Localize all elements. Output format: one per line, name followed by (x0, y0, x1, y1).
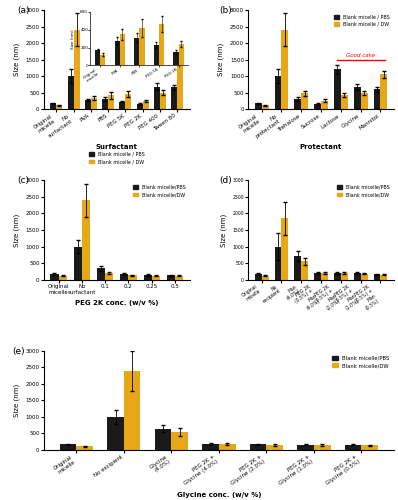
Bar (120, 274, 129, 280)
X-axis label: Glycine conc. (w/v %): Glycine conc. (w/v %) (177, 492, 261, 498)
Bar (144, 275, 152, 280)
Bar (177, 53, 183, 109)
Bar (125, 94, 131, 109)
Bar (345, 444, 361, 450)
Bar (314, 445, 331, 450)
Y-axis label: Size (nm): Size (nm) (14, 43, 20, 76)
Bar (155, 428, 172, 450)
Bar (152, 276, 160, 280)
Bar (321, 101, 328, 109)
Bar (172, 432, 188, 450)
Y-axis label: Size (nm): Size (nm) (220, 214, 227, 246)
Text: (b): (b) (219, 6, 232, 15)
Bar (255, 274, 261, 280)
Bar (380, 274, 387, 280)
Bar (261, 276, 269, 280)
Bar (108, 95, 114, 109)
Bar (102, 99, 108, 109)
Legend: Blank micelle/PBS, Blank micelle/DW: Blank micelle/PBS, Blank micelle/DW (330, 354, 391, 370)
Bar (76, 446, 93, 450)
Bar (374, 274, 380, 280)
Bar (91, 98, 97, 109)
Bar (137, 104, 142, 109)
Bar (275, 76, 281, 109)
Bar (281, 218, 289, 280)
Legend: Blank micelle / PBS, Blank micelle / DW: Blank micelle / PBS, Blank micelle / DW (332, 12, 392, 28)
Bar (334, 273, 341, 280)
Bar (82, 200, 90, 280)
Bar (250, 444, 266, 450)
Bar (295, 99, 301, 109)
Bar (97, 268, 105, 280)
Bar (295, 256, 301, 280)
Bar (51, 104, 57, 109)
Bar (124, 370, 140, 450)
Bar (85, 100, 91, 109)
Y-axis label: Size (nm): Size (nm) (14, 214, 20, 246)
Bar (321, 274, 328, 280)
Y-axis label: Size (nm): Size (nm) (218, 43, 224, 76)
Bar (374, 90, 380, 109)
Bar (119, 102, 125, 109)
Text: (a): (a) (18, 6, 30, 15)
Text: (e): (e) (12, 347, 25, 356)
Bar (74, 246, 82, 280)
Text: Good cake: Good cake (346, 52, 375, 58)
Bar (160, 92, 166, 109)
Bar (354, 273, 361, 280)
X-axis label: PEG 2K conc. (w/v %): PEG 2K conc. (w/v %) (75, 300, 158, 306)
Bar (354, 87, 361, 109)
Bar (105, 273, 113, 280)
Bar (297, 444, 314, 450)
Text: (d): (d) (219, 176, 232, 186)
Bar (361, 274, 368, 280)
Text: (c): (c) (18, 176, 29, 186)
X-axis label: Protectant: Protectant (300, 144, 342, 150)
Bar (380, 74, 387, 109)
Bar (57, 105, 62, 109)
Bar (301, 93, 308, 109)
Bar (334, 70, 341, 109)
Bar (154, 86, 160, 109)
Bar (314, 104, 321, 109)
Bar (314, 273, 321, 280)
Bar (74, 30, 80, 109)
Bar (219, 444, 236, 450)
Bar (60, 444, 76, 450)
Bar (68, 76, 74, 109)
Bar (142, 101, 148, 109)
Bar (175, 276, 183, 280)
Bar (171, 88, 177, 109)
Legend: Blank micelle/PBS, Blank micelle/DW: Blank micelle/PBS, Blank micelle/DW (335, 183, 392, 199)
Bar (341, 95, 348, 109)
Legend: Blank micelle/PBS, Blank micelle/DW: Blank micelle/PBS, Blank micelle/DW (131, 183, 187, 199)
Bar (202, 444, 219, 450)
Bar (301, 262, 308, 280)
Bar (255, 104, 261, 109)
Bar (275, 246, 281, 280)
Bar (167, 276, 175, 280)
Bar (266, 444, 283, 450)
Bar (129, 276, 137, 280)
Bar (341, 273, 348, 280)
Bar (51, 274, 59, 280)
Bar (261, 105, 269, 109)
Y-axis label: Size (nm): Size (nm) (14, 384, 20, 417)
Legend: Blank micelle / PBS, Blank micelle / DW: Blank micelle / PBS, Blank micelle / DW (87, 150, 146, 166)
Bar (59, 276, 67, 280)
Bar (361, 446, 378, 450)
Bar (281, 30, 289, 109)
Bar (361, 92, 368, 109)
Bar (107, 417, 124, 450)
X-axis label: Surfactant: Surfactant (96, 144, 138, 150)
